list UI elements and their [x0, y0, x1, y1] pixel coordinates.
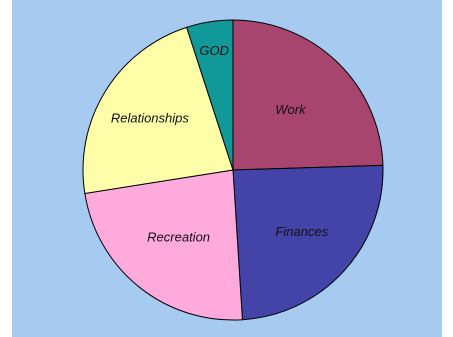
pie-label-recreation: Recreation [147, 229, 210, 244]
pie-slice-god [186, 19, 234, 171]
pie-chart-svg: Work Finances Recreation Relationships GOD [12, 0, 442, 337]
pie-label-god: GOD [199, 43, 229, 58]
pie-slice-relationships [82, 26, 234, 195]
pie-slice-work [232, 19, 384, 171]
pie-chart: Work Finances Recreation Relationships GOD [12, 0, 442, 337]
pie-slices [82, 19, 384, 321]
pie-slice-recreation [84, 169, 243, 321]
pie-label-finances: Finances [275, 224, 328, 239]
pie-label-work: Work [275, 102, 307, 117]
pie-label-relationships: Relationships [111, 110, 190, 125]
pie-labels: Work Finances Recreation Relationships GOD [111, 43, 329, 244]
pie-slice-finances [232, 164, 384, 321]
